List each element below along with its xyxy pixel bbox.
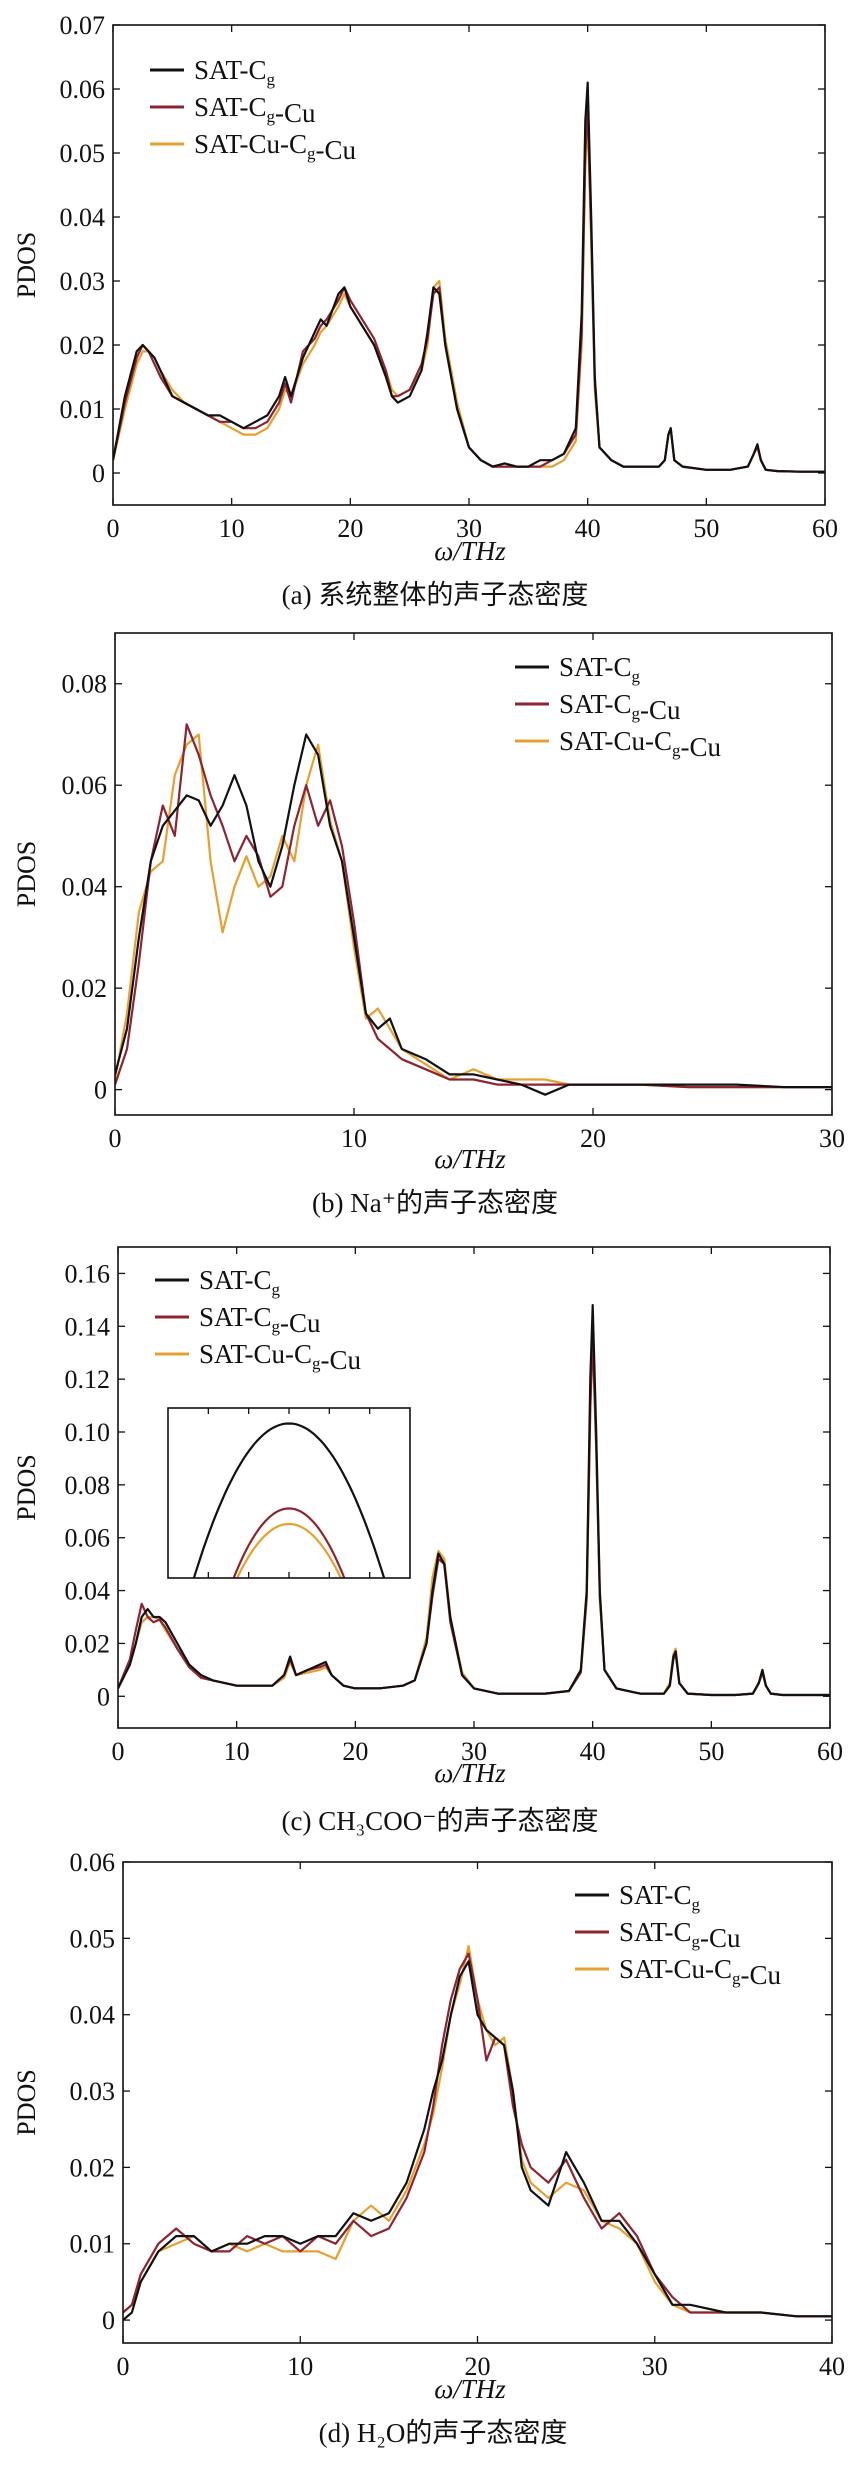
x-tick-label: 30 [642, 2352, 668, 2381]
series-line-0 [113, 81, 825, 473]
y-tick-label: 0.12 [65, 1365, 111, 1394]
inset-peak-0 [192, 1422, 386, 1578]
legend-label-0: SAT-Cg [194, 55, 276, 89]
y-tick-label: 0.05 [70, 1924, 116, 1953]
x-axis-label: ω/THz [434, 536, 506, 566]
inset-frame [167, 1407, 411, 1579]
y-tick-label: 0.16 [65, 1259, 111, 1288]
legend-label-2: SAT-Cu-Cg-Cu [194, 129, 357, 165]
panel-caption: (c) CH₃COO⁻的声子态密度 [282, 1806, 599, 1836]
y-tick-label: 0.01 [60, 395, 106, 424]
panel-caption: (a) 系统整体的声子态密度 [282, 580, 589, 610]
x-axis-label: ω/THz [434, 1758, 506, 1788]
series-line-1 [115, 723, 832, 1089]
y-tick-label: 0.06 [62, 771, 108, 800]
x-tick-label: 60 [812, 514, 838, 543]
chart-panel-3: 0 10 20 30 40 0 0.01 0.02 0.03 0.04 0.05 0.06 ω/THz P… [12, 1848, 845, 2448]
series-line-2 [118, 1338, 830, 1697]
y-tick-label: 0 [94, 1076, 107, 1105]
y-tick-label: 0.02 [65, 1629, 111, 1658]
y-tick-label: 0.05 [60, 139, 106, 168]
x-tick-label: 20 [465, 2352, 491, 2381]
x-tick-label: 10 [287, 2352, 313, 2381]
x-tick-label: 10 [219, 514, 245, 543]
series-line-0 [123, 1960, 832, 2321]
x-tick-label: 0 [109, 1124, 122, 1153]
y-tick-label: 0.08 [62, 670, 108, 699]
x-tick-label: 40 [575, 514, 601, 543]
series-line-0 [115, 733, 832, 1096]
x-tick-label: 40 [819, 2352, 845, 2381]
inset-peak-2 [236, 1522, 342, 1578]
panel-caption: (b) Na⁺的声子态密度 [312, 1188, 558, 1218]
legend-label-0: SAT-Cg [199, 1265, 281, 1299]
y-tick-label: 0 [97, 1682, 110, 1711]
series-line-1 [123, 1952, 832, 2318]
legend-label-1: SAT-Cg-Cu [619, 1917, 741, 1953]
x-tick-label: 0 [107, 514, 120, 543]
axes-frame [114, 632, 833, 1116]
x-tick-label: 50 [693, 514, 719, 543]
y-axis-label: PDOS [12, 1454, 41, 1520]
legend-label-0: SAT-Cg [559, 652, 641, 686]
y-tick-label: 0.06 [65, 1524, 111, 1553]
y-tick-label: 0.02 [60, 331, 106, 360]
y-tick-label: 0.01 [70, 2230, 116, 2259]
legend-label-2: SAT-Cu-Cg-Cu [619, 1954, 782, 1990]
legend-label-1: SAT-Cg-Cu [199, 1302, 321, 1338]
y-tick-label: 0 [102, 2306, 115, 2335]
y-tick-label: 0.03 [70, 2077, 116, 2106]
x-tick-label: 20 [580, 1124, 606, 1153]
y-tick-label: 0.02 [62, 974, 108, 1003]
series-line-2 [113, 119, 825, 473]
x-axis-label: ω/THz [434, 1144, 506, 1174]
legend-label-1: SAT-Cg-Cu [194, 92, 316, 128]
x-tick-label: 0 [117, 2352, 130, 2381]
x-tick-label: 10 [341, 1124, 367, 1153]
x-tick-label: 30 [456, 514, 482, 543]
series-line-1 [113, 107, 825, 473]
y-tick-label: 0.04 [60, 203, 106, 232]
x-tick-label: 60 [817, 1737, 843, 1766]
legend-label-0: SAT-Cg [619, 1880, 701, 1914]
y-tick-label: 0.14 [65, 1312, 111, 1341]
inset-peak-1 [232, 1507, 346, 1578]
x-tick-label: 10 [224, 1737, 250, 1766]
legend-label-1: SAT-Cg-Cu [559, 689, 681, 725]
x-tick-label: 40 [580, 1737, 606, 1766]
inset-zoom [167, 1407, 411, 1579]
chart-panel-2: 0 10 20 30 40 50 60 0 0.02 0.04 0.06 0.08 0.10 0.12 0.… [12, 1246, 843, 1836]
legend-label-2: SAT-Cu-Cg-Cu [559, 726, 722, 762]
x-axis-label: ω/THz [434, 2374, 506, 2404]
x-tick-label: 30 [819, 1124, 845, 1153]
panel-caption: (d) H₂O的声子态密度 [319, 2418, 568, 2448]
x-tick-label: 20 [342, 1737, 368, 1766]
series-line-1 [118, 1333, 830, 1697]
y-tick-label: 0.07 [60, 11, 106, 40]
y-tick-label: 0 [92, 459, 105, 488]
y-axis-label: PDOS [12, 841, 41, 907]
y-axis-label: PDOS [12, 232, 41, 298]
y-tick-label: 0.04 [62, 873, 108, 902]
series-line-0 [118, 1304, 830, 1697]
chart-panel-1: 0 10 20 30 0 0.02 0.04 0.06 0.08 ω/THz PDOS (b) Na⁺… [12, 632, 845, 1218]
y-tick-label: 0.04 [65, 1577, 111, 1606]
y-tick-label: 0.06 [60, 75, 106, 104]
chart-panel-0: 0 10 20 30 40 50 60 0 0.01 0.02 0.03 0.04 0.05 0.06 0.… [12, 11, 838, 610]
x-tick-label: 50 [698, 1737, 724, 1766]
y-tick-label: 0.03 [60, 267, 106, 296]
y-tick-label: 0.02 [70, 2153, 116, 2182]
series-line-2 [115, 733, 832, 1089]
x-tick-label: 20 [337, 514, 363, 543]
y-tick-label: 0.10 [65, 1418, 111, 1447]
x-tick-label: 0 [112, 1737, 125, 1766]
x-tick-label: 30 [461, 1737, 487, 1766]
y-tick-label: 0.04 [70, 2001, 116, 2030]
y-tick-label: 0.06 [70, 1848, 116, 1877]
legend-label-2: SAT-Cu-Cg-Cu [199, 1339, 362, 1375]
y-axis-label: PDOS [12, 2069, 41, 2135]
y-tick-label: 0.08 [65, 1471, 111, 1500]
